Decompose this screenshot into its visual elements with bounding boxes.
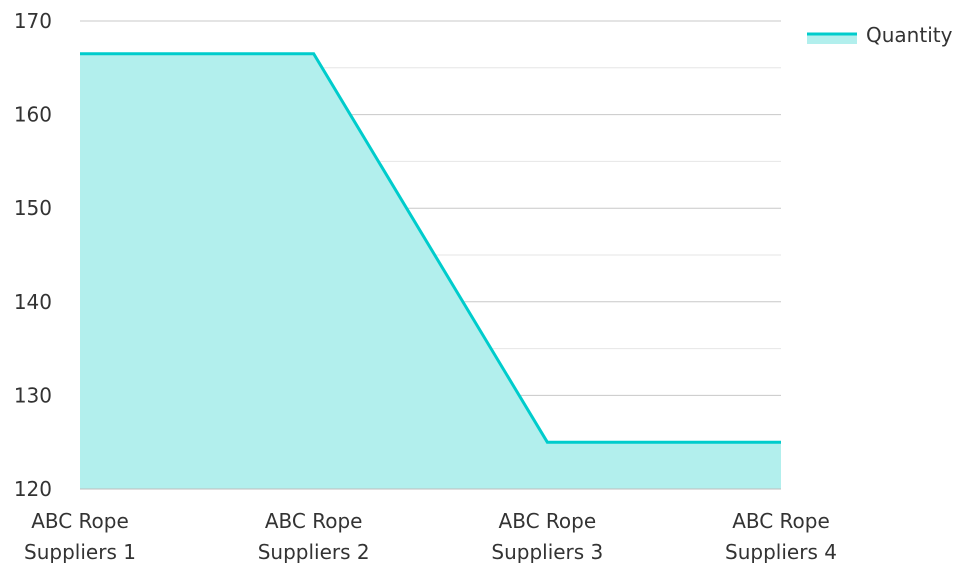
y-tick-label: 160: [14, 103, 52, 127]
y-tick-label: 140: [14, 290, 52, 314]
y-tick-label: 120: [14, 477, 52, 501]
series-line-quantity: [80, 52, 781, 444]
x-tick-label: ABC Rope Suppliers 1: [24, 509, 136, 563]
legend[interactable]: Quantity: [807, 23, 953, 47]
legend-label-quantity: Quantity: [866, 23, 953, 47]
y-tick-label: 130: [14, 383, 52, 407]
y-tick-label: 150: [14, 196, 52, 220]
series-area-group: [80, 52, 781, 489]
y-tick-label: 170: [14, 9, 52, 33]
tick-labels: 120 130 140 150 160 170 ABC Rope Suppliers 1 ABC…: [14, 9, 837, 564]
series-area-quantity: [80, 53, 781, 489]
x-tick-label: ABC Rope Suppliers 3: [491, 509, 603, 563]
legend-swatch-fill: [807, 34, 857, 44]
x-tick-label: ABC Rope Suppliers 2: [258, 509, 370, 563]
x-tick-label: ABC Rope Suppliers 4: [725, 509, 837, 563]
